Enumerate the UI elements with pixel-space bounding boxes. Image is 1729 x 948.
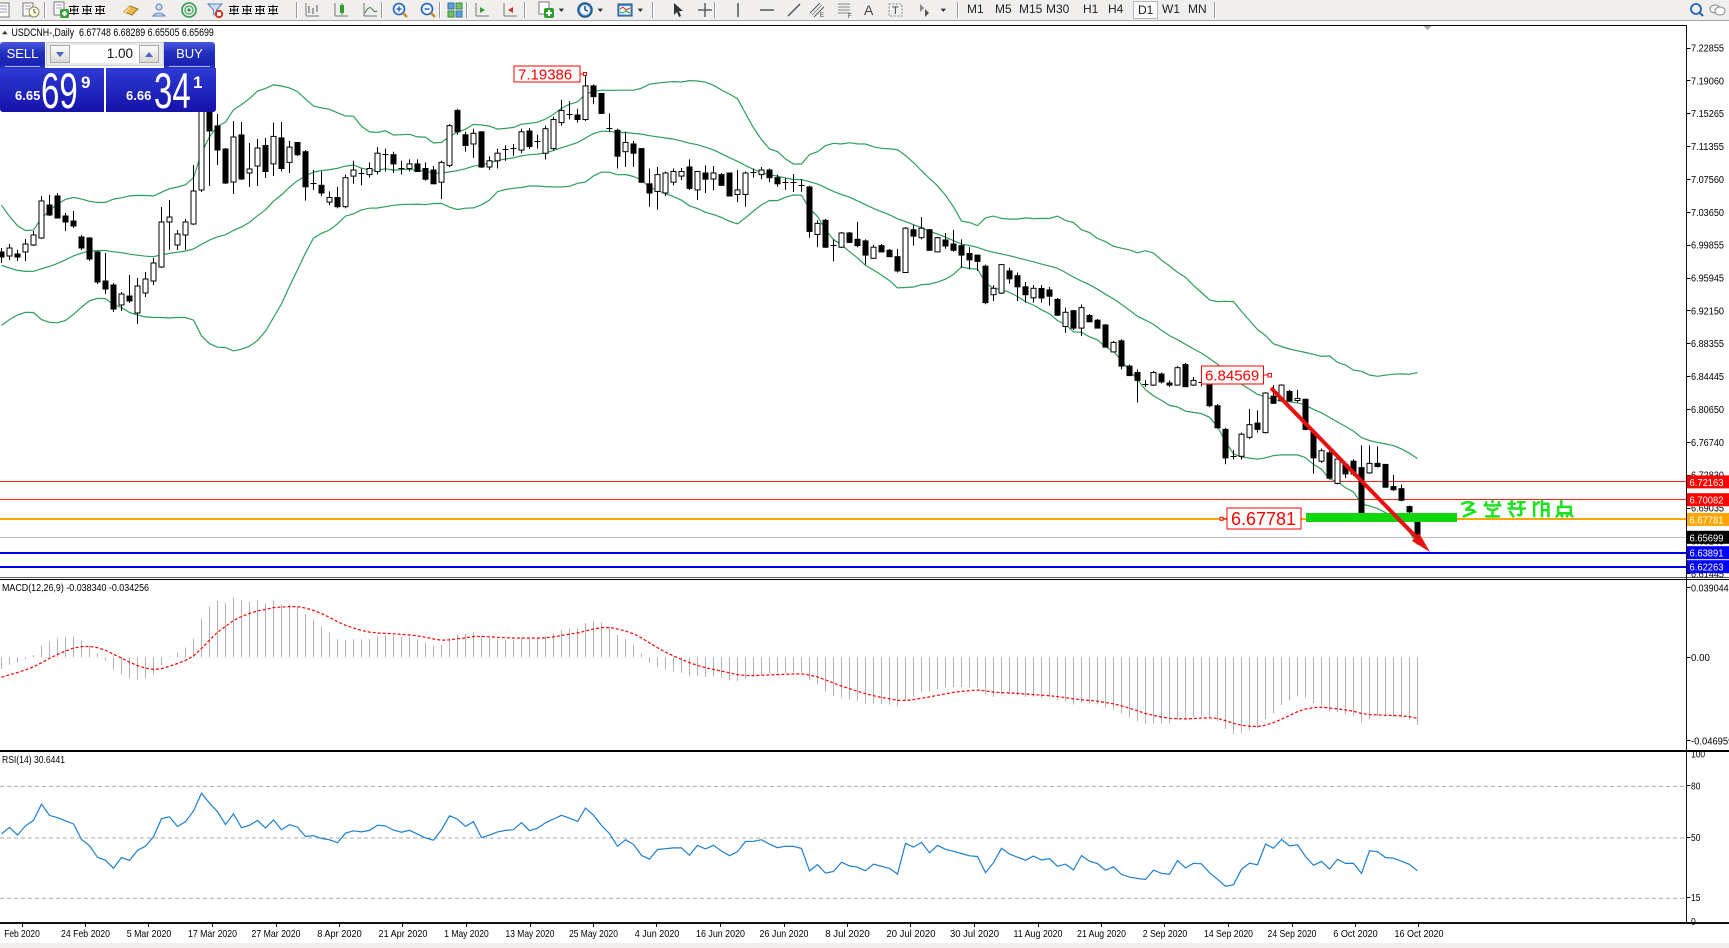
svg-text:50: 50 [1691,833,1701,844]
svg-text:21 Aug 2020: 21 Aug 2020 [1077,928,1126,940]
svg-text:6.92150: 6.92150 [1691,306,1724,317]
svg-text:7.15265: 7.15265 [1691,109,1724,120]
svg-text:6.72163: 6.72163 [1690,477,1724,489]
svg-text:6.61445: 6.61445 [1691,569,1724,580]
svg-text:1 May 2020: 1 May 2020 [444,928,489,940]
svg-text:21 Apr 2020: 21 Apr 2020 [379,928,428,940]
svg-text:-0.046959: -0.046959 [1691,736,1729,747]
svg-text:80: 80 [1691,781,1701,792]
svg-text:7.11355: 7.11355 [1691,142,1724,153]
svg-text:0.00: 0.00 [1691,653,1710,664]
svg-text:E: E [820,13,824,19]
svg-text:6.62263: 6.62263 [1690,562,1724,574]
svg-text:6.80650: 6.80650 [1691,405,1724,416]
svg-text:8 Apr 2020: 8 Apr 2020 [317,928,362,940]
svg-text:6 Oct 2020: 6 Oct 2020 [1333,928,1378,940]
svg-text:30 Jul 2020: 30 Jul 2020 [950,928,999,940]
svg-text:27 Mar 2020: 27 Mar 2020 [252,928,301,940]
svg-text:14 Sep 2020: 14 Sep 2020 [1204,928,1253,940]
svg-text:6.69035: 6.69035 [1691,504,1724,515]
svg-text:7.19386: 7.19386 [518,67,572,84]
svg-text:6.70082: 6.70082 [1690,495,1724,507]
svg-text:6.67781: 6.67781 [1231,509,1296,529]
svg-text:100: 100 [1691,750,1705,761]
svg-text:0: 0 [1691,917,1696,928]
svg-text:6.99855: 6.99855 [1691,241,1724,252]
svg-text:7.19060: 7.19060 [1691,76,1724,87]
svg-text:16 Oct 2020: 16 Oct 2020 [1395,928,1444,940]
svg-text:0.039044: 0.039044 [1691,583,1729,594]
svg-text:6.67781: 6.67781 [1690,514,1724,526]
svg-text:11 Aug 2020: 11 Aug 2020 [1014,928,1063,940]
svg-text:17 Mar 2020: 17 Mar 2020 [188,928,237,940]
svg-text:RSI(14) 30.6441: RSI(14) 30.6441 [2,755,65,766]
svg-text:T: T [892,5,899,17]
svg-text:A: A [864,2,874,18]
svg-text:6.88355: 6.88355 [1691,339,1724,350]
svg-text:6.84569: 6.84569 [1205,368,1259,385]
svg-text:24 Feb 2020: 24 Feb 2020 [61,928,110,940]
svg-text:4 Jun 2020: 4 Jun 2020 [635,928,680,940]
svg-text:26 Jun 2020: 26 Jun 2020 [760,928,809,940]
svg-text:16 Jun 2020: 16 Jun 2020 [696,928,745,940]
svg-text:2 Sep 2020: 2 Sep 2020 [1143,928,1188,940]
svg-text:24 Sep 2020: 24 Sep 2020 [1268,928,1317,940]
svg-text:20 Jul 2020: 20 Jul 2020 [887,928,936,940]
svg-text:6.84445: 6.84445 [1691,372,1724,383]
svg-text:6.63891: 6.63891 [1690,548,1724,560]
svg-text:6.76740: 6.76740 [1691,438,1724,449]
svg-text:5 Mar 2020: 5 Mar 2020 [127,928,172,940]
svg-text:7.22855: 7.22855 [1691,44,1724,55]
svg-text:6.65699: 6.65699 [1690,532,1724,544]
svg-text:25 May 2020: 25 May 2020 [569,928,618,940]
svg-text:7.07560: 7.07560 [1691,175,1724,186]
svg-text:15: 15 [1691,893,1701,904]
svg-text:Feb 2020: Feb 2020 [4,928,40,940]
svg-text:6.95945: 6.95945 [1691,274,1724,285]
svg-text:8 Jul 2020: 8 Jul 2020 [825,928,870,940]
svg-text:MACD(12,26,9) -0.038340 -0.034: MACD(12,26,9) -0.038340 -0.034256 [2,583,149,594]
svg-text:7.03650: 7.03650 [1691,208,1724,219]
svg-text:13 May 2020: 13 May 2020 [506,928,555,940]
svg-text:F: F [848,14,852,19]
